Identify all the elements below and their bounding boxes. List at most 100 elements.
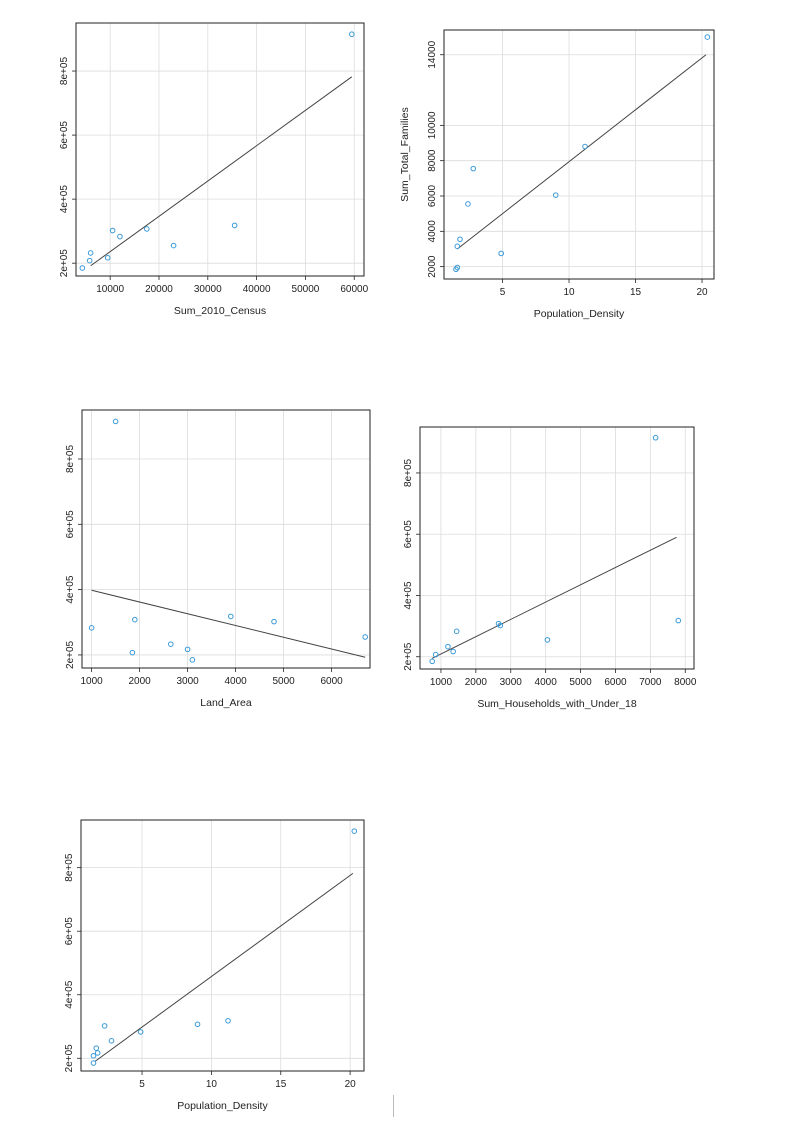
data-point [189, 657, 196, 663]
x-tick-label: 4000 [535, 677, 558, 688]
data-point [112, 418, 119, 425]
y-tick-label: 14000 [427, 40, 438, 68]
data-point [101, 1023, 108, 1029]
data-point [231, 222, 238, 229]
x-tick-label: 6000 [320, 676, 343, 687]
data-point [453, 628, 460, 635]
data-point [94, 1050, 101, 1056]
x-tick-label: 3000 [500, 677, 523, 688]
y-tick-label: 4e+05 [59, 185, 70, 214]
x-tick-label: 5000 [272, 676, 295, 687]
x-tick-label: 3000 [176, 676, 199, 687]
regression-line [456, 54, 707, 250]
plot-frame [75, 22, 365, 277]
y-tick-label: 8000 [427, 149, 438, 172]
data-point [90, 1052, 97, 1059]
y-tick-label: 10000 [427, 111, 438, 139]
y-tick-label: 8e+05 [403, 458, 414, 487]
regression-line [91, 589, 366, 658]
chart-1: 10000 20000 30000 40000 50000 60000 2e+05 4e+05… [59, 22, 369, 317]
data-point [88, 625, 95, 631]
data-point [450, 648, 456, 655]
data-point [228, 613, 234, 620]
data-point [348, 31, 355, 38]
x-tick-label: 1000 [430, 677, 453, 688]
data-point [498, 250, 504, 257]
x-tick-label: 50000 [292, 284, 320, 295]
x-tick-label: 20 [696, 287, 708, 298]
data-point [552, 192, 559, 198]
data-point [86, 257, 93, 264]
regression-line [90, 76, 353, 267]
data-point [184, 646, 191, 653]
plot-frame [419, 426, 695, 670]
y-tick-label: 4e+05 [65, 575, 76, 604]
y-tick-label: 6000 [427, 184, 438, 207]
chart-2: 5 10 15 20 2000 4000 6000 8000 10000 14000 Populat… [399, 29, 715, 320]
data-point [351, 828, 358, 834]
data-point [79, 265, 86, 271]
data-point [225, 1018, 231, 1024]
x-tick-label: 10000 [96, 284, 124, 295]
data-point [362, 634, 369, 640]
y-tick-label: 2e+05 [59, 249, 70, 278]
y-axis-label: Sum_Total_Families [399, 107, 411, 202]
x-tick-label: 10 [206, 1079, 218, 1090]
y-tick-label: 8e+05 [59, 57, 70, 86]
x-axis-label: Sum_2010_Census [174, 305, 266, 317]
chart-4: 1000 2000 3000 4000 5000 6000 7000 8000 2e+05 4e+… [403, 426, 697, 710]
plot-frame [81, 409, 371, 669]
plot-frame [80, 819, 365, 1072]
data-point [137, 1029, 144, 1035]
y-tick-label: 2e+05 [403, 642, 414, 671]
x-tick-label: 8000 [674, 677, 697, 688]
y-tick-label: 2e+05 [64, 1044, 75, 1073]
regression-line [94, 872, 354, 1062]
data-point [271, 618, 277, 625]
data-point [117, 233, 123, 240]
x-tick-label: 6000 [604, 677, 627, 688]
data-point [497, 622, 504, 629]
data-point [109, 227, 116, 234]
y-tick-label: 4e+05 [64, 980, 75, 1009]
data-point [544, 637, 551, 643]
data-point [104, 254, 111, 261]
y-tick-label: 8e+05 [64, 853, 75, 882]
data-point [582, 143, 588, 150]
plot-frame [443, 29, 715, 280]
x-tick-label: 1000 [80, 676, 103, 687]
y-tick-label: 6e+05 [59, 121, 70, 150]
x-tick-label: 4000 [224, 676, 247, 687]
data-point [87, 250, 94, 256]
x-tick-label: 20000 [145, 284, 173, 295]
data-point [465, 201, 471, 207]
x-tick-label: 40000 [243, 284, 271, 295]
x-tick-label: 7000 [639, 677, 662, 688]
y-tick-label: 4e+05 [403, 581, 414, 610]
x-tick-label: 20 [345, 1079, 357, 1090]
x-tick-label: 30000 [194, 284, 222, 295]
x-tick-label: 5 [500, 287, 506, 298]
y-tick-label: 2e+05 [65, 640, 76, 669]
y-tick-label: 6e+05 [65, 510, 76, 539]
chart-3: 1000 2000 3000 4000 5000 6000 2e+05 4e+05 6e+05 8… [65, 409, 371, 709]
data-point [704, 34, 711, 40]
x-tick-label: 15 [275, 1079, 287, 1090]
x-axis-label: Land_Area [200, 697, 252, 709]
data-point [429, 658, 436, 665]
x-tick-label: 5000 [569, 677, 592, 688]
x-axis-label: Population_Density [177, 1100, 268, 1112]
data-point [168, 641, 174, 647]
data-point [675, 617, 682, 624]
chart-5: 5 10 15 20 2e+05 4e+05 6e+05 8e+05 Population_De… [64, 819, 365, 1112]
data-point [457, 236, 463, 243]
y-tick-label: 6e+05 [403, 520, 414, 549]
data-point [93, 1045, 100, 1051]
x-tick-label: 10 [563, 287, 575, 298]
y-tick-label: 4000 [427, 220, 438, 243]
data-point [108, 1038, 115, 1044]
x-axis-label: Population_Density [534, 308, 625, 320]
data-point [129, 649, 136, 656]
data-point [454, 264, 461, 271]
